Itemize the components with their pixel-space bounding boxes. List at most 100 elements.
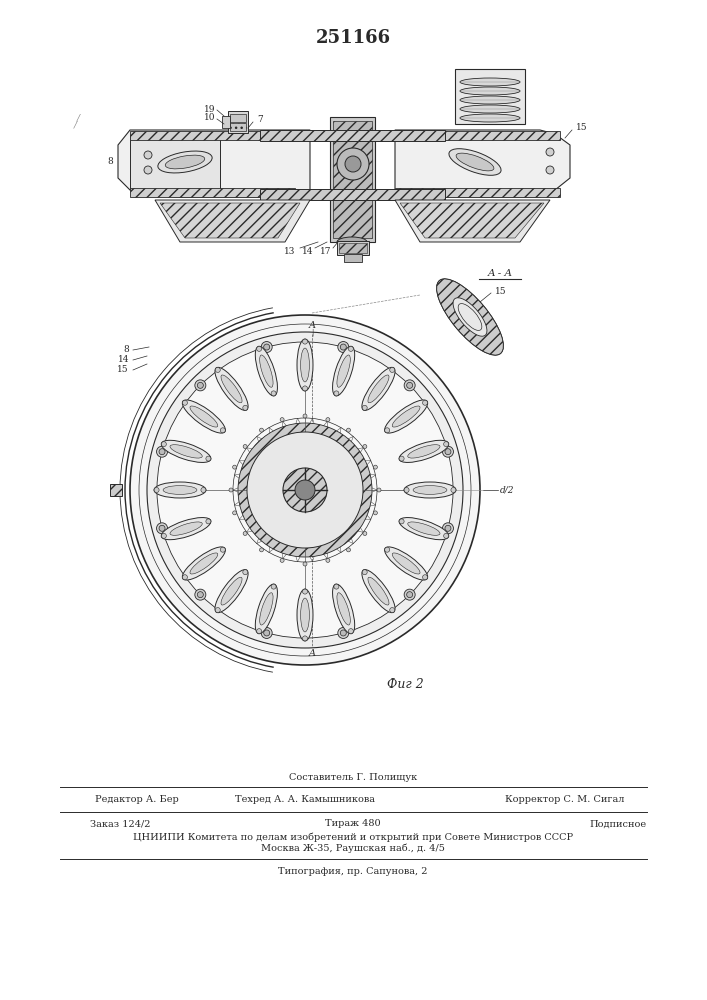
Ellipse shape [170, 445, 202, 458]
Ellipse shape [221, 375, 242, 403]
Circle shape [229, 488, 233, 492]
Text: 8: 8 [107, 157, 113, 166]
Circle shape [233, 465, 237, 469]
Text: 15: 15 [495, 288, 507, 296]
Circle shape [346, 428, 351, 432]
Polygon shape [395, 130, 570, 197]
Text: /: / [74, 120, 76, 129]
Ellipse shape [215, 570, 248, 613]
Polygon shape [118, 130, 310, 197]
Ellipse shape [460, 105, 520, 113]
Bar [330, 117, 375, 242]
Ellipse shape [437, 279, 503, 355]
Circle shape [295, 480, 315, 500]
Text: A: A [308, 650, 315, 658]
Text: |: | [311, 328, 313, 336]
Circle shape [154, 488, 159, 492]
Ellipse shape [449, 149, 501, 175]
Circle shape [144, 151, 152, 159]
Ellipse shape [399, 518, 449, 540]
Bar [344, 254, 362, 262]
Ellipse shape [158, 151, 212, 173]
Circle shape [243, 531, 247, 535]
Circle shape [303, 636, 308, 641]
Ellipse shape [255, 346, 277, 396]
Circle shape [362, 570, 367, 575]
Circle shape [385, 428, 390, 433]
Circle shape [303, 386, 308, 391]
Circle shape [182, 575, 187, 580]
Bar [260, 130, 445, 141]
Ellipse shape [337, 237, 367, 247]
Circle shape [206, 519, 211, 524]
Text: A - A: A - A [488, 269, 513, 278]
Circle shape [159, 449, 165, 455]
Ellipse shape [408, 445, 440, 458]
Circle shape [201, 488, 206, 492]
Circle shape [156, 446, 168, 457]
Ellipse shape [368, 577, 389, 605]
Bar [230, 114, 246, 122]
Text: 15: 15 [576, 123, 588, 132]
Circle shape [257, 629, 262, 634]
Circle shape [303, 414, 307, 418]
Text: Тираж 480: Тираж 480 [325, 820, 381, 828]
Circle shape [404, 380, 415, 391]
Circle shape [303, 562, 307, 566]
Circle shape [233, 511, 237, 515]
Text: 14: 14 [117, 356, 129, 364]
Circle shape [338, 342, 349, 353]
Circle shape [130, 315, 480, 665]
Circle shape [221, 428, 226, 433]
Circle shape [407, 592, 413, 598]
Circle shape [451, 488, 456, 493]
Text: Составитель Г. Полищук: Составитель Г. Полищук [289, 774, 417, 782]
Ellipse shape [259, 355, 273, 387]
Bar [230, 123, 246, 131]
Text: Редактор А. Бер: Редактор А. Бер [95, 796, 179, 804]
Ellipse shape [337, 593, 351, 625]
Circle shape [182, 400, 187, 405]
Circle shape [377, 488, 381, 492]
Polygon shape [160, 203, 300, 238]
Circle shape [334, 391, 339, 396]
Text: 8: 8 [123, 346, 129, 355]
Ellipse shape [163, 486, 197, 494]
Circle shape [346, 548, 351, 552]
Ellipse shape [332, 346, 355, 396]
Circle shape [264, 344, 269, 350]
Text: ЦНИИПИ Комитета по делам изобретений и открытий при Совете Министров СССР: ЦНИИПИ Комитета по делам изобретений и о… [133, 832, 573, 842]
Circle shape [390, 608, 395, 613]
Circle shape [195, 380, 206, 391]
Circle shape [159, 525, 165, 531]
Circle shape [283, 468, 327, 512]
Ellipse shape [300, 598, 310, 632]
Circle shape [206, 456, 211, 461]
Circle shape [385, 547, 390, 552]
Ellipse shape [297, 339, 313, 391]
Bar [395, 131, 560, 140]
Circle shape [243, 570, 247, 575]
Ellipse shape [460, 87, 520, 95]
Text: d/2: d/2 [500, 486, 515, 494]
Circle shape [326, 418, 330, 422]
Ellipse shape [332, 584, 355, 634]
Circle shape [303, 339, 308, 344]
Text: Подписное: Подписное [590, 820, 647, 828]
Circle shape [264, 630, 269, 636]
Circle shape [423, 575, 428, 580]
Circle shape [363, 531, 367, 535]
Circle shape [404, 488, 409, 493]
Ellipse shape [182, 547, 226, 580]
Circle shape [362, 405, 367, 410]
Ellipse shape [154, 482, 206, 498]
Ellipse shape [460, 114, 520, 122]
Circle shape [399, 456, 404, 461]
Circle shape [259, 548, 264, 552]
Circle shape [443, 523, 453, 534]
Circle shape [157, 342, 453, 638]
Text: 7: 7 [257, 115, 263, 124]
Circle shape [280, 558, 284, 562]
Circle shape [423, 400, 428, 405]
Circle shape [215, 367, 221, 372]
